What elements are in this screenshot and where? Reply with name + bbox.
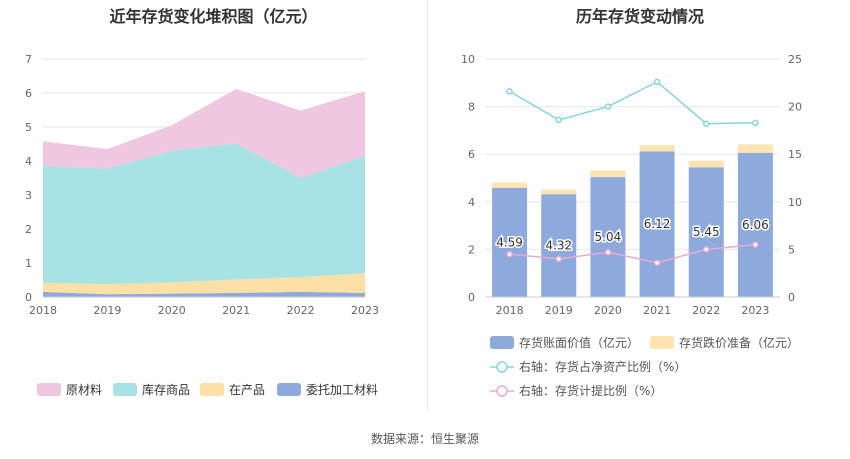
legend-label: 右轴：存货占净资产比例（%） xyxy=(519,359,686,374)
bar-book-value xyxy=(492,187,528,297)
bar-data-label: 4.32 xyxy=(545,239,572,253)
legend-swatch xyxy=(113,383,137,396)
legend-label: 委托加工材料 xyxy=(306,383,378,397)
legend-label: 在产品 xyxy=(229,383,265,397)
left-x-tick-label: 2023 xyxy=(351,304,379,317)
bar-impairment xyxy=(492,182,528,188)
bar-book-value xyxy=(590,177,626,297)
legend-swatch xyxy=(200,383,224,396)
right-y-left-tick-label: 2 xyxy=(468,243,475,256)
area-series-3 xyxy=(43,88,365,178)
legend-swatch xyxy=(490,336,514,349)
left-chart-title: 近年存货变化堆积图（亿元） xyxy=(109,7,318,26)
bar-data-label: 6.06 xyxy=(742,218,769,232)
right-x-tick-label: 2019 xyxy=(545,304,573,317)
bar-data-label: 5.04 xyxy=(595,230,622,244)
right-x-tick-label: 2023 xyxy=(741,304,769,317)
bar-impairment xyxy=(541,189,577,195)
line-point-1 xyxy=(506,250,513,258)
line-point-1 xyxy=(653,259,661,266)
line-point-0 xyxy=(752,119,759,127)
data-source-footer: 数据来源：恒生聚源 xyxy=(370,432,479,446)
right-y-left-tick-label: 10 xyxy=(461,53,475,66)
bar-data-label: 6.12 xyxy=(644,217,671,231)
left-x-tick-label: 2022 xyxy=(287,304,315,317)
legend-swatch-marker xyxy=(496,361,508,373)
left-y-tick-label: 3 xyxy=(25,189,32,202)
line-point-1 xyxy=(555,255,562,263)
right-y-right-tick-label: 5 xyxy=(788,243,795,256)
legend-swatch-marker xyxy=(496,385,508,397)
line-point-0 xyxy=(604,103,612,110)
legend-swatch xyxy=(37,383,61,396)
line-point-0 xyxy=(653,78,661,86)
left-y-tick-label: 1 xyxy=(25,257,32,270)
left-y-tick-label: 5 xyxy=(25,121,32,134)
left-x-tick-label: 2019 xyxy=(93,304,121,317)
area-series-0 xyxy=(43,291,365,297)
line-series-0 xyxy=(509,80,756,125)
right-y-right-tick-label: 20 xyxy=(788,101,802,114)
legend-label: 原材料 xyxy=(66,383,102,397)
right-y-right-tick-label: 0 xyxy=(788,291,795,304)
line-point-1 xyxy=(604,249,612,256)
legend-label: 存货跌价准备（亿元） xyxy=(679,335,799,350)
line-point-0 xyxy=(703,120,710,127)
bar-book-value xyxy=(541,194,577,297)
right-chart-title: 历年存货变动情况 xyxy=(575,7,704,26)
legend-label: 存货账面价值（亿元） xyxy=(519,335,639,350)
left-x-tick-label: 2018 xyxy=(29,304,57,317)
right-x-tick-label: 2022 xyxy=(692,304,720,317)
left-x-tick-label: 2021 xyxy=(222,304,250,317)
line-point-1 xyxy=(703,246,710,253)
legend-label: 库存商品 xyxy=(142,382,190,397)
bar-data-label: 5.45 xyxy=(693,225,720,239)
bar-data-label: 4.59 xyxy=(496,235,523,249)
legend-label: 右轴：存货计提比例（%） xyxy=(519,383,662,398)
bar-impairment xyxy=(590,170,626,178)
right-y-left-tick-label: 0 xyxy=(468,291,475,304)
panel-divider xyxy=(427,0,428,410)
left-y-tick-label: 6 xyxy=(25,87,32,100)
right-y-right-tick-label: 15 xyxy=(788,148,802,161)
line-point-0 xyxy=(555,116,562,124)
right-y-right-tick-label: 25 xyxy=(788,53,802,66)
bar-book-value xyxy=(639,151,675,297)
bar-impairment xyxy=(737,144,773,153)
left-y-tick-label: 2 xyxy=(25,223,32,236)
area-series-2 xyxy=(43,143,365,285)
right-x-tick-label: 2021 xyxy=(643,304,671,317)
area-series-1 xyxy=(43,273,365,295)
left-x-tick-label: 2020 xyxy=(158,304,186,317)
bar-book-value xyxy=(688,167,724,297)
right-y-right-tick-label: 10 xyxy=(788,196,802,209)
bar-book-value xyxy=(737,152,773,297)
left-y-tick-label: 7 xyxy=(25,53,32,66)
right-x-tick-label: 2018 xyxy=(496,304,524,317)
bar-impairment xyxy=(688,160,724,168)
right-y-left-tick-label: 4 xyxy=(468,196,475,209)
legend-swatch xyxy=(650,336,674,349)
right-x-tick-label: 2020 xyxy=(594,304,622,317)
left-y-tick-label: 0 xyxy=(25,291,32,304)
line-point-0 xyxy=(506,88,513,95)
line-point-1 xyxy=(752,241,759,248)
right-y-left-tick-label: 8 xyxy=(468,101,475,114)
legend-swatch xyxy=(277,383,301,396)
bar-impairment xyxy=(639,145,675,152)
left-y-tick-label: 4 xyxy=(25,155,32,168)
right-y-left-tick-label: 6 xyxy=(468,148,475,161)
line-series-1 xyxy=(509,243,756,264)
